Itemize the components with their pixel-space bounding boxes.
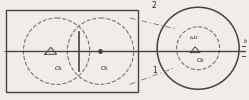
Text: $O_2$: $O_2$ [196,56,206,65]
Text: 2: 2 [152,1,157,10]
Bar [6,10,138,92]
Text: $\omega_2$: $\omega_2$ [189,35,199,42]
Text: $O_1$: $O_1$ [100,64,109,73]
Text: $O_1$: $O_1$ [54,64,63,73]
Text: 1: 1 [152,66,157,75]
Text: b: b [244,39,247,44]
